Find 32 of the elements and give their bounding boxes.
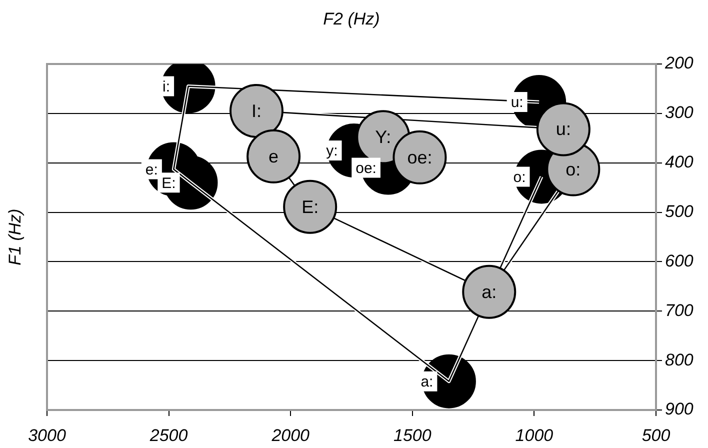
y-tick-label: 700 [665, 300, 694, 320]
data-label: e: [145, 161, 158, 178]
x-tick-label: 500 [642, 426, 671, 445]
x-tick-label: 1500 [393, 426, 432, 445]
data-label: u: [510, 94, 524, 112]
data-label: u: [556, 119, 571, 140]
data-label: E: [162, 174, 176, 192]
x-tick-label: 1000 [515, 426, 554, 445]
data-label: oe: [407, 147, 432, 168]
x-tick-label: 2000 [270, 426, 310, 445]
data-label: Y: [375, 127, 392, 148]
y-tick-label: 600 [665, 251, 694, 270]
y-tick-label: 400 [665, 152, 694, 172]
data-label: i: [162, 78, 170, 96]
y-tick-label: 500 [665, 202, 694, 222]
data-label: e [268, 146, 279, 166]
data-label: y: [326, 142, 338, 160]
data-label: E: [302, 196, 319, 217]
x-tick-label: 2500 [148, 426, 188, 445]
y-tick-label: 900 [665, 400, 694, 419]
x-axis-title: F2 (Hz) [323, 10, 380, 29]
data-label: I: [251, 100, 262, 121]
y-tick-label: 300 [665, 103, 694, 122]
data-label: a: [482, 282, 497, 302]
y-tick-label: 200 [664, 54, 694, 73]
y-axis-title: F1 (Hz) [6, 208, 25, 266]
data-label: a: [420, 373, 434, 390]
data-label: o: [566, 159, 581, 180]
y-tick-label: 800 [665, 350, 694, 370]
data-label: oe: [356, 160, 376, 177]
x-tick-label: 3000 [28, 426, 66, 445]
data-label: o: [513, 168, 526, 186]
